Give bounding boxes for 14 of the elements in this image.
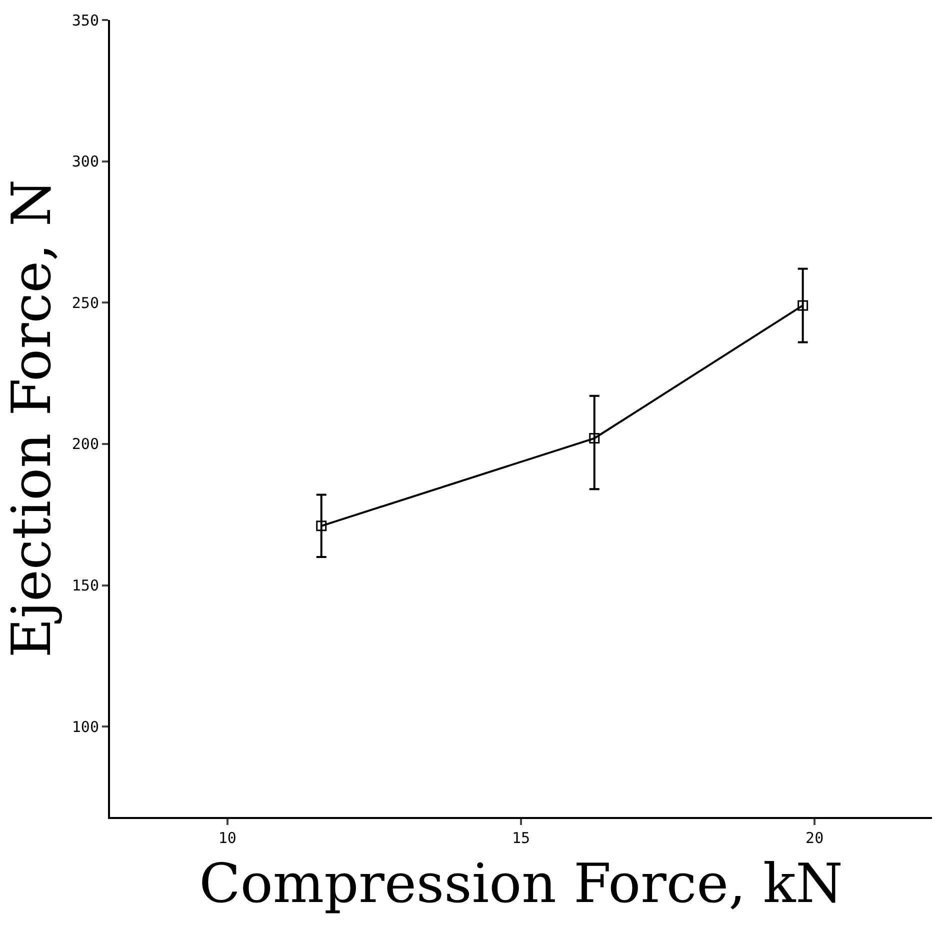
y-tick-label: 300 (72, 152, 99, 171)
x-tick-label: 15 (512, 829, 530, 847)
y-tick-label: 250 (72, 294, 99, 312)
y-axis-title: Ejection Force, N (0, 179, 63, 658)
point (316, 520, 327, 532)
y-tick-label: 350 (72, 11, 99, 30)
y-tick-label: 150 (72, 576, 99, 594)
point (798, 300, 808, 311)
y-tick-label: 200 (72, 435, 99, 454)
point (589, 433, 600, 444)
x-tick-label: 10 (218, 829, 236, 847)
x-tick-label: 20 (806, 829, 824, 847)
y-tick-label: 100 (72, 718, 99, 736)
x-axis-title: Compression Force, kN (199, 852, 843, 915)
